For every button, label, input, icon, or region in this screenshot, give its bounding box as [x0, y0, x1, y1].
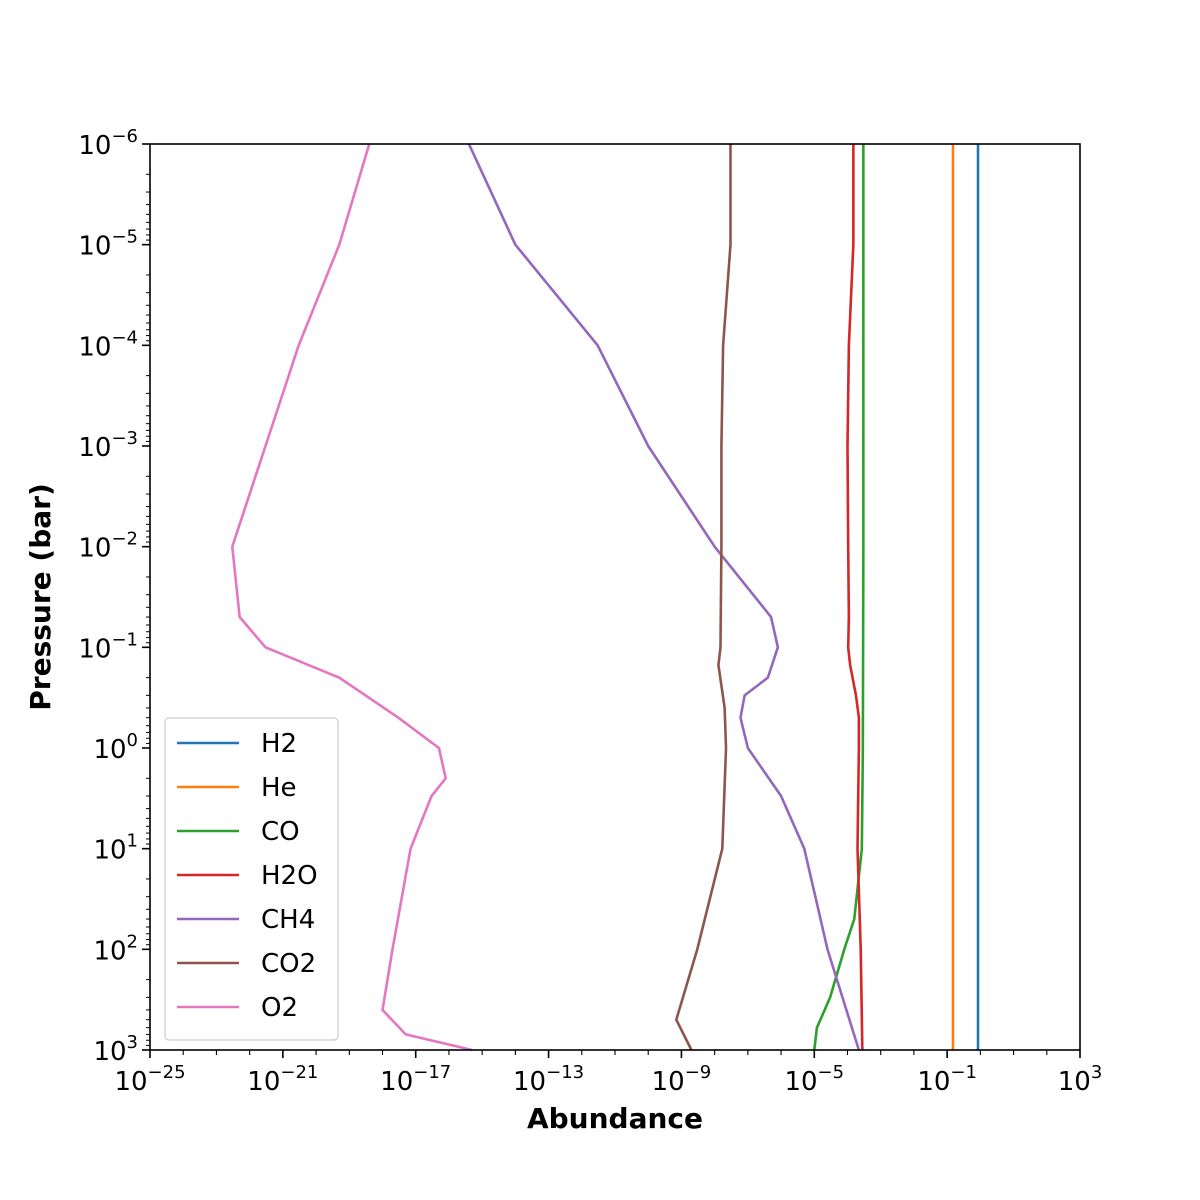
y-tick-label: 10−1: [78, 629, 138, 664]
y-tick-label: 10−3: [78, 428, 138, 463]
legend-label-h2: H2: [261, 729, 297, 759]
x-tick-label: 10−17: [380, 1062, 451, 1097]
y-tick-label: 10−5: [78, 227, 138, 262]
y-tick-label: 10−2: [78, 529, 138, 564]
y-axis-title: Pressure (bar): [24, 483, 57, 710]
y-tick-label: 101: [93, 831, 138, 866]
x-axis-title: Abundance: [527, 1102, 703, 1135]
legend-label-h2o: H2O: [261, 861, 318, 891]
legend-box: [164, 717, 339, 1041]
series-line-co2: [674, 144, 732, 1051]
legend-label-co: CO: [261, 817, 300, 847]
x-axis-ticks: 10−25 10−21 10−17 10−13 10−9 10−5 10−1 103: [114, 1050, 1102, 1097]
y-tick-label: 10−4: [78, 327, 138, 362]
y-tick-label: 103: [93, 1032, 138, 1067]
y-tick-label: 10−6: [78, 126, 138, 161]
legend-label-ch4: CH4: [261, 905, 315, 935]
legend-label-co2: CO2: [261, 949, 316, 979]
x-tick-label: 10−21: [247, 1062, 318, 1097]
series-line-o2: [230, 143, 473, 1052]
x-tick-label: 103: [1058, 1062, 1103, 1097]
legend: H2 He CO H2O CH4 CO2 O2: [164, 717, 339, 1041]
x-tick-label: 10−9: [652, 1062, 712, 1097]
y-axis-ticks: 10−6 10−5 10−4 10−3 10−2 10−1 100 101 102 103: [78, 126, 150, 1067]
series-line-h2o: [846, 144, 864, 1051]
x-tick-label: 10−13: [513, 1062, 584, 1097]
x-tick-label: 10−25: [114, 1062, 185, 1097]
x-tick-label: 10−5: [784, 1062, 844, 1097]
y-tick-label: 102: [93, 931, 138, 966]
legend-label-he: He: [261, 773, 297, 803]
series-line-ch4: [467, 143, 861, 1051]
y-tick-label: 100: [93, 730, 138, 765]
x-tick-label: 10−1: [917, 1062, 977, 1097]
plot-series: [230, 143, 980, 1052]
legend-label-o2: O2: [261, 993, 298, 1023]
